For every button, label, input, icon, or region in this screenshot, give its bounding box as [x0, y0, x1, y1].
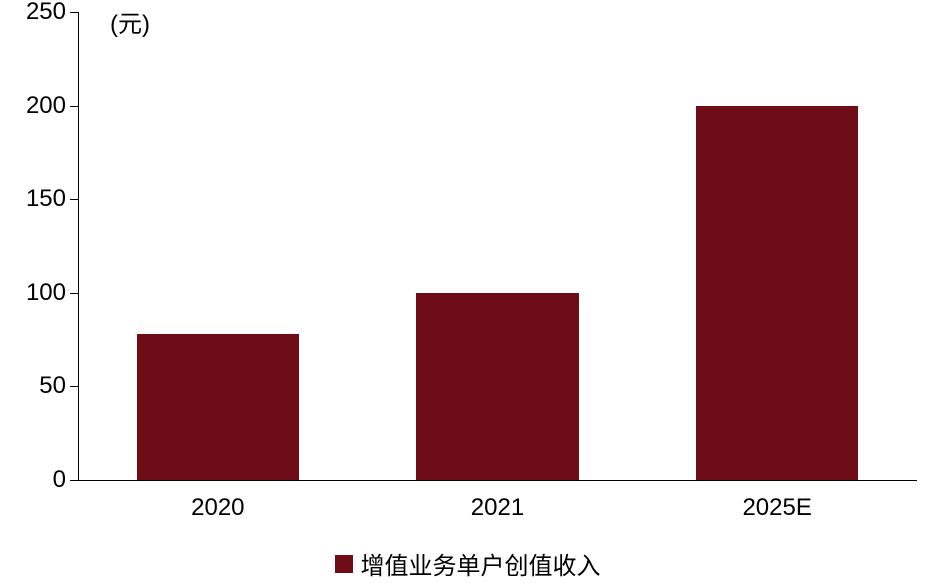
unit-label: (元) — [110, 4, 150, 39]
y-tick-mark — [70, 12, 78, 13]
y-axis-line — [78, 12, 79, 480]
bar-chart: 0 50 100 150 200 250 2020 2021 2025E (元) 增值业务单户… — [0, 0, 935, 583]
y-tick-mark — [70, 480, 78, 481]
y-tick-label: 200 — [0, 92, 66, 120]
y-tick-mark — [70, 386, 78, 387]
y-tick-label: 50 — [0, 372, 66, 400]
x-tick-label: 2021 — [471, 494, 524, 522]
x-axis-line — [78, 480, 917, 481]
y-tick-label: 0 — [0, 466, 66, 494]
bar — [696, 106, 858, 480]
x-tick-label: 2025E — [742, 494, 811, 522]
legend-label: 增值业务单户创值收入 — [361, 546, 601, 581]
y-tick-mark — [70, 199, 78, 200]
bar — [137, 334, 299, 480]
y-tick-label: 100 — [0, 279, 66, 307]
y-tick-mark — [70, 106, 78, 107]
y-tick-mark — [70, 293, 78, 294]
legend: 增值业务单户创值收入 — [335, 546, 601, 581]
y-tick-label: 150 — [0, 185, 66, 213]
y-tick-label: 250 — [0, 0, 66, 26]
x-tick-label: 2020 — [191, 494, 244, 522]
legend-swatch — [335, 555, 353, 573]
bar — [416, 293, 578, 480]
